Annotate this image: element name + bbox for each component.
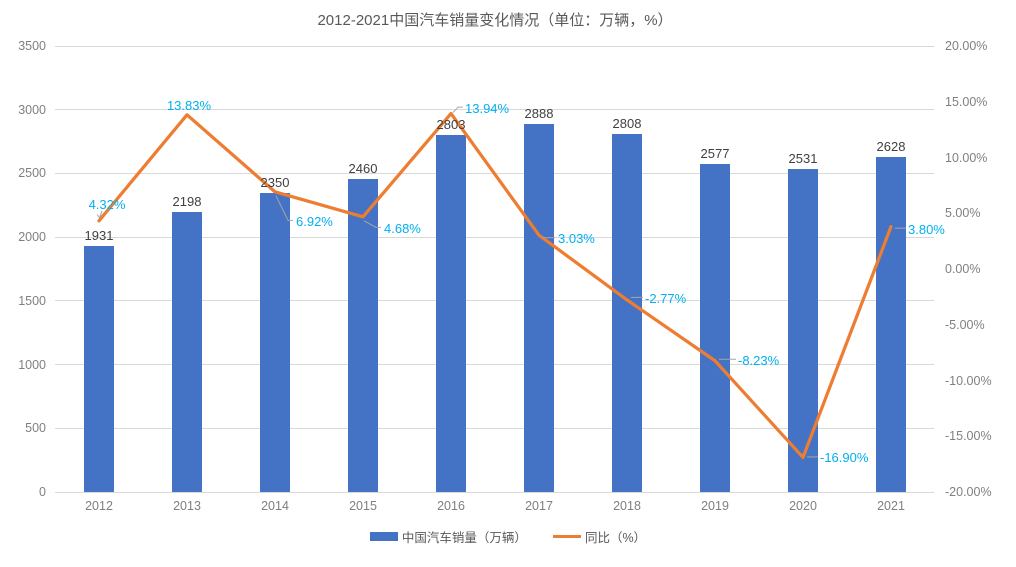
leader-arrowhead-icon — [96, 214, 103, 219]
line-point-label: -2.77% — [645, 290, 687, 306]
right-axis-tick-label: 20.00% — [945, 39, 988, 53]
right-axis-tick-label: -5.00% — [945, 317, 985, 332]
bar-value-label: 1931 — [84, 227, 114, 243]
bar — [260, 192, 290, 492]
x-axis-tick-label: 2013 — [173, 499, 201, 513]
line-point-label: 3.03% — [558, 231, 595, 247]
x-axis-tick-label: 2016 — [437, 499, 465, 513]
bar-value-label: 2808 — [612, 116, 642, 132]
bar-value-label: 2350 — [260, 174, 290, 190]
line-point-label: 6.92% — [296, 213, 333, 229]
bar-value-label: 2577 — [700, 145, 730, 161]
line-point-label: 13.94% — [465, 100, 510, 116]
x-axis-tick-label: 2014 — [261, 499, 289, 513]
bar — [84, 245, 114, 492]
line-point-label: 3.80% — [908, 221, 945, 237]
left-axis-tick-label: 1000 — [18, 357, 46, 372]
bar-value-label: 2628 — [876, 139, 906, 155]
bar-value-label: 2460 — [348, 160, 378, 176]
left-axis-tick-label: 500 — [25, 421, 46, 436]
bar — [524, 123, 554, 492]
gridline — [55, 45, 934, 47]
bar-value-label: 2803 — [436, 116, 466, 132]
x-axis-tick-label: 2019 — [701, 499, 729, 513]
legend-item-yoy: 同比（%） — [552, 527, 647, 546]
x-axis-tick-label: 2021 — [877, 499, 905, 513]
gridline — [55, 109, 934, 111]
line-point-label: 4.32% — [88, 196, 126, 212]
gridline — [55, 491, 934, 493]
x-axis-tick-label: 2015 — [349, 499, 377, 513]
bar-series-swatch-icon — [369, 532, 398, 541]
right-axis-tick-label: -15.00% — [945, 429, 992, 444]
right-axis-tick-label: -20.00% — [945, 485, 992, 499]
x-axis-tick-label: 2018 — [613, 499, 641, 513]
line-point-label: -16.90% — [820, 450, 869, 466]
right-axis-tick-label: -10.00% — [945, 373, 992, 388]
bar — [612, 134, 642, 492]
right-axis-tick-label: 10.00% — [945, 150, 988, 165]
legend-label-sales: 中国汽车销量（万辆） — [401, 531, 527, 545]
x-axis-tick-label: 2020 — [789, 499, 817, 513]
left-axis-tick-label: 1500 — [18, 293, 46, 308]
bar — [436, 134, 466, 492]
bar — [876, 157, 906, 492]
bar — [788, 169, 818, 492]
left-axis-tick-label: 0 — [39, 485, 46, 499]
left-axis-tick-label: 2000 — [18, 230, 46, 245]
label-leader-line — [99, 210, 103, 219]
bar-value-label: 2531 — [788, 151, 818, 167]
line-point-label: 13.83% — [166, 97, 212, 113]
bar-value-label: 2198 — [172, 193, 202, 209]
right-axis-tick-label: 5.00% — [945, 206, 981, 221]
left-axis-tick-label: 3000 — [18, 102, 46, 117]
x-axis-tick-label: 2017 — [525, 499, 553, 513]
legend-item-sales: 中国汽车销量（万辆） — [369, 527, 527, 546]
right-axis-tick-label: 0.00% — [945, 262, 981, 276]
legend: 中国汽车销量（万辆） 同比（%） — [0, 527, 1016, 546]
left-axis-tick-label: 2500 — [18, 166, 46, 181]
legend-label-yoy: 同比（%） — [584, 531, 647, 545]
bar-value-label: 2888 — [524, 105, 554, 121]
line-point-label: 4.68% — [384, 220, 421, 236]
line-series-swatch-icon — [552, 535, 581, 538]
bar — [700, 163, 730, 492]
bar — [348, 178, 378, 492]
x-axis-tick-label: 2012 — [85, 499, 113, 513]
bar — [172, 211, 202, 492]
right-axis-tick-label: 15.00% — [945, 94, 988, 109]
chart-title: 2012-2021中国汽车销量变化情况（单位：万辆，%） — [317, 12, 673, 29]
left-axis-tick-label: 3500 — [18, 39, 46, 53]
line-series — [97, 111, 893, 460]
line-point-label: -8.23% — [738, 352, 780, 368]
